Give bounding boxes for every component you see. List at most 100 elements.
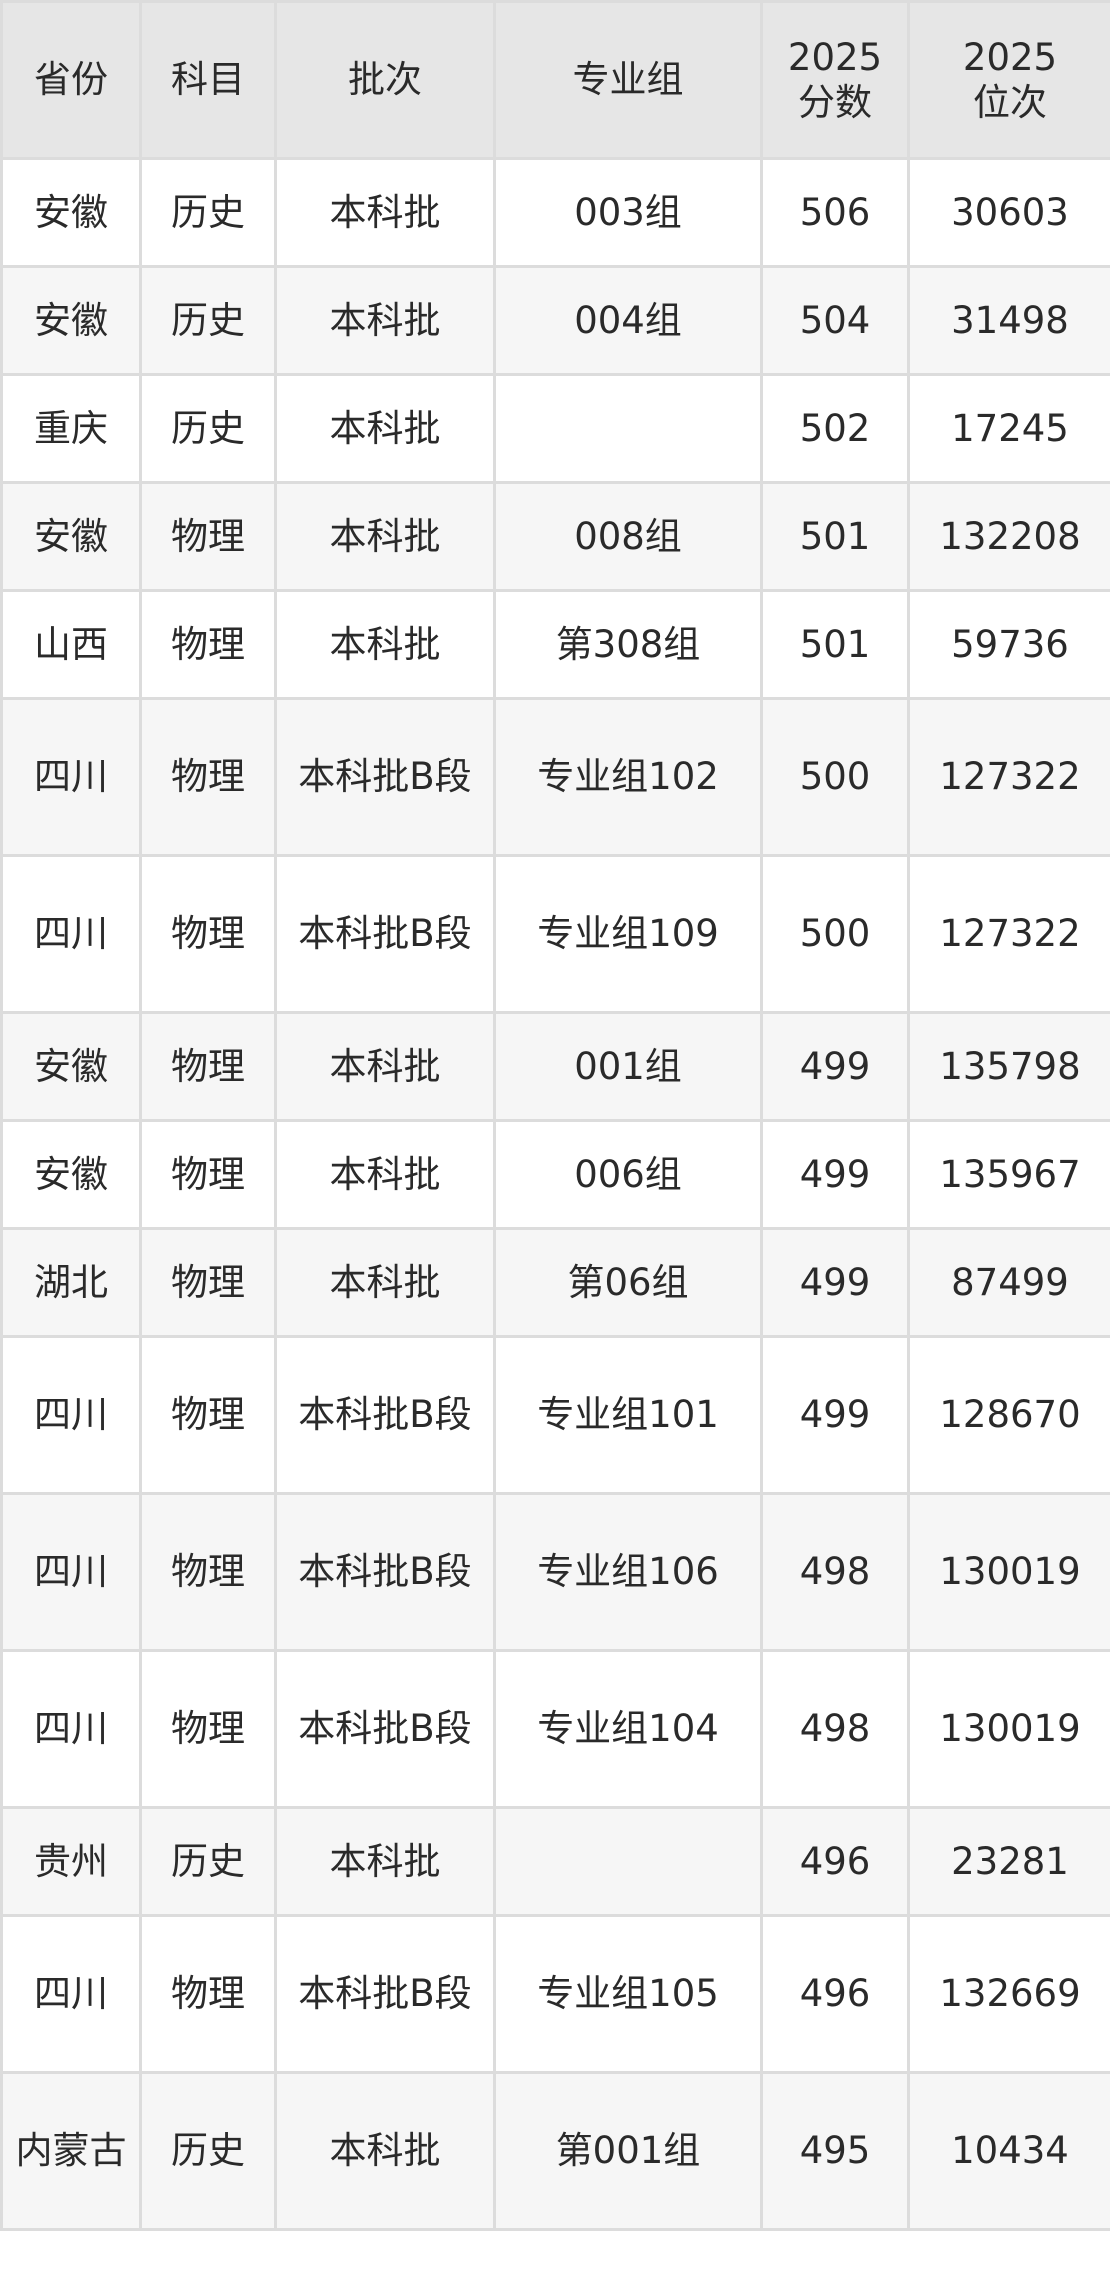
cell-province: 安徽 xyxy=(0,265,142,376)
cell-subject: 物理 xyxy=(139,1011,277,1122)
header-province: 省份 xyxy=(0,0,142,160)
table-row: 四川 物理 本科批B段 专业组109 500 127322 xyxy=(0,854,1110,1014)
cell-rank: 130019 xyxy=(907,1492,1110,1652)
header-label: 位次 xyxy=(973,81,1047,124)
cell-subject: 历史 xyxy=(139,265,277,376)
table-row: 安徽 物理 本科批 008组 501 132208 xyxy=(0,481,1110,592)
cell-province: 湖北 xyxy=(0,1227,142,1338)
cell-score: 504 xyxy=(760,265,910,376)
cell-batch: 本科批 xyxy=(274,2071,496,2231)
cell-rank: 30603 xyxy=(907,157,1110,268)
cell-rank: 127322 xyxy=(907,697,1110,857)
cell-major-group: 004组 xyxy=(493,265,763,376)
table-row: 四川 物理 本科批B段 专业组101 499 128670 xyxy=(0,1335,1110,1495)
cell-batch: 本科批B段 xyxy=(274,1914,496,2074)
cell-subject: 物理 xyxy=(139,1914,277,2074)
cell-major-group xyxy=(493,1806,763,1917)
cell-rank: 132669 xyxy=(907,1914,1110,2074)
cell-score: 501 xyxy=(760,481,910,592)
cell-province: 四川 xyxy=(0,854,142,1014)
cell-province: 四川 xyxy=(0,1914,142,2074)
header-label: 专业组 xyxy=(572,58,684,102)
cell-province: 四川 xyxy=(0,1492,142,1652)
cell-batch: 本科批 xyxy=(274,1119,496,1230)
cell-score: 502 xyxy=(760,373,910,484)
cell-rank: 135967 xyxy=(907,1119,1110,1230)
cell-subject: 物理 xyxy=(139,481,277,592)
cell-major-group: 专业组105 xyxy=(493,1914,763,2074)
header-score: 2025 分数 xyxy=(760,0,910,160)
cell-rank: 23281 xyxy=(907,1806,1110,1917)
header-label: 2025 xyxy=(962,35,1058,79)
cell-major-group: 第001组 xyxy=(493,2071,763,2231)
table-row: 湖北 物理 本科批 第06组 499 87499 xyxy=(0,1227,1110,1338)
table-row: 重庆 历史 本科批 502 17245 xyxy=(0,373,1110,484)
table-row: 四川 物理 本科批B段 专业组104 498 130019 xyxy=(0,1649,1110,1809)
cell-major-group: 006组 xyxy=(493,1119,763,1230)
cell-score: 498 xyxy=(760,1492,910,1652)
cell-subject: 物理 xyxy=(139,854,277,1014)
cell-subject: 物理 xyxy=(139,1119,277,1230)
table-row: 安徽 物理 本科批 001组 499 135798 xyxy=(0,1011,1110,1122)
cell-subject: 历史 xyxy=(139,373,277,484)
table-row: 四川 物理 本科批B段 专业组106 498 130019 xyxy=(0,1492,1110,1652)
header-batch: 批次 xyxy=(274,0,496,160)
cell-batch: 本科批B段 xyxy=(274,1335,496,1495)
cell-batch: 本科批 xyxy=(274,157,496,268)
cell-province: 安徽 xyxy=(0,1011,142,1122)
cell-province: 安徽 xyxy=(0,157,142,268)
cell-rank: 87499 xyxy=(907,1227,1110,1338)
cell-batch: 本科批B段 xyxy=(274,854,496,1014)
cell-batch: 本科批 xyxy=(274,265,496,376)
cell-subject: 历史 xyxy=(139,157,277,268)
cell-rank: 17245 xyxy=(907,373,1110,484)
cell-subject: 物理 xyxy=(139,589,277,700)
cell-subject: 物理 xyxy=(139,1649,277,1809)
cell-score: 500 xyxy=(760,854,910,1014)
cell-score: 500 xyxy=(760,697,910,857)
cell-major-group: 专业组104 xyxy=(493,1649,763,1809)
cell-province: 四川 xyxy=(0,697,142,857)
cell-province: 四川 xyxy=(0,1335,142,1495)
cell-rank: 31498 xyxy=(907,265,1110,376)
cell-rank: 132208 xyxy=(907,481,1110,592)
table-row: 四川 物理 本科批B段 专业组105 496 132669 xyxy=(0,1914,1110,2074)
cell-score: 501 xyxy=(760,589,910,700)
cell-major-group: 专业组102 xyxy=(493,697,763,857)
cell-province: 重庆 xyxy=(0,373,142,484)
cell-subject: 历史 xyxy=(139,1806,277,1917)
header-label: 省份 xyxy=(34,58,108,102)
cell-province: 山西 xyxy=(0,589,142,700)
cell-province: 安徽 xyxy=(0,1119,142,1230)
cell-subject: 物理 xyxy=(139,1227,277,1338)
cell-province: 内蒙古 xyxy=(0,2071,142,2231)
cell-subject: 物理 xyxy=(139,1335,277,1495)
table-row: 安徽 物理 本科批 006组 499 135967 xyxy=(0,1119,1110,1230)
cell-score: 496 xyxy=(760,1914,910,2074)
cell-major-group: 专业组106 xyxy=(493,1492,763,1652)
header-label: 分数 xyxy=(798,81,872,124)
cell-major-group: 003组 xyxy=(493,157,763,268)
cell-score: 506 xyxy=(760,157,910,268)
cell-batch: 本科批 xyxy=(274,589,496,700)
cell-score: 499 xyxy=(760,1119,910,1230)
header-row: 省份 科目 批次 专业组 2025 分数 2025 位次 xyxy=(0,0,1110,160)
cell-major-group xyxy=(493,373,763,484)
cell-rank: 130019 xyxy=(907,1649,1110,1809)
cell-rank: 10434 xyxy=(907,2071,1110,2231)
header-rank: 2025 位次 xyxy=(907,0,1110,160)
cell-score: 499 xyxy=(760,1011,910,1122)
header-major-group: 专业组 xyxy=(493,0,763,160)
cell-score: 496 xyxy=(760,1806,910,1917)
cell-batch: 本科批 xyxy=(274,1227,496,1338)
cell-major-group: 第308组 xyxy=(493,589,763,700)
cell-batch: 本科批B段 xyxy=(274,1492,496,1652)
cell-score: 495 xyxy=(760,2071,910,2231)
cell-rank: 127322 xyxy=(907,854,1110,1014)
table-row: 四川 物理 本科批B段 专业组102 500 127322 xyxy=(0,697,1110,857)
cell-batch: 本科批B段 xyxy=(274,1649,496,1809)
header-label: 批次 xyxy=(348,58,422,102)
cell-batch: 本科批 xyxy=(274,481,496,592)
cell-major-group: 第06组 xyxy=(493,1227,763,1338)
